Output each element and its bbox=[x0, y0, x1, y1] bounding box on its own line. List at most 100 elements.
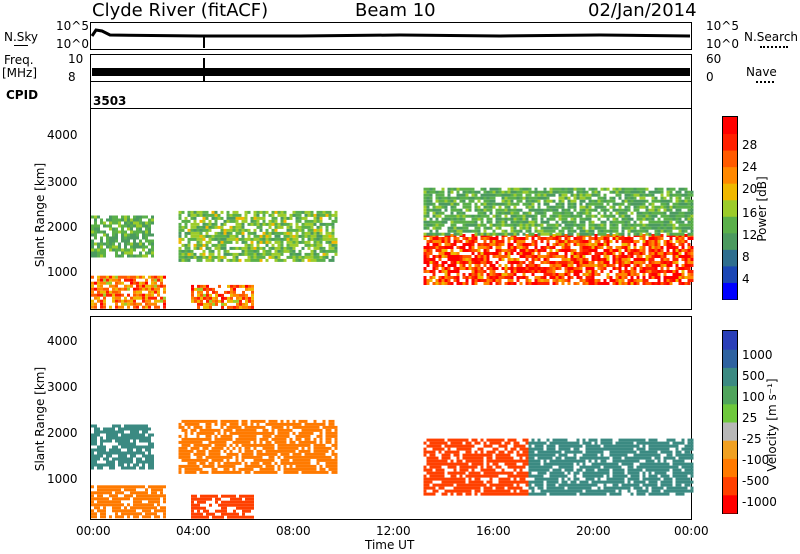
heatmap-cell bbox=[253, 431, 257, 435]
heatmap-cell bbox=[91, 251, 94, 255]
heatmap-cell bbox=[271, 231, 275, 235]
heatmap-cell bbox=[630, 223, 634, 227]
heatmap-cell bbox=[142, 233, 145, 237]
heatmap-cell bbox=[265, 449, 269, 453]
heatmap-cell bbox=[136, 275, 139, 279]
heatmap-cell bbox=[651, 237, 655, 240]
heatmap-cell bbox=[127, 236, 130, 240]
heatmap-cell bbox=[597, 229, 601, 233]
heatmap-cell bbox=[534, 211, 538, 215]
heatmap-cell bbox=[456, 276, 460, 279]
heatmap-cell bbox=[441, 492, 445, 496]
heatmap-cell bbox=[118, 457, 121, 461]
heatmap-cell bbox=[221, 296, 224, 300]
heatmap-cell bbox=[109, 433, 112, 437]
heatmap-cell bbox=[528, 270, 532, 273]
heatmap-cell bbox=[438, 258, 442, 261]
heatmap-cell bbox=[112, 236, 115, 240]
heatmap-cell bbox=[675, 205, 679, 209]
heatmap-cell bbox=[675, 258, 679, 261]
heatmap-cell bbox=[639, 249, 643, 252]
heatmap-cell bbox=[492, 252, 496, 255]
heatmap-cell bbox=[325, 228, 329, 232]
heatmap-cell bbox=[229, 240, 233, 244]
heatmap-cell bbox=[307, 213, 311, 217]
heatmap-cell bbox=[438, 240, 442, 243]
heatmap-cell bbox=[453, 276, 457, 279]
heatmap-cell bbox=[630, 217, 634, 221]
heatmap-cell bbox=[483, 246, 487, 249]
heatmap-cell bbox=[103, 457, 106, 461]
heatmap-cell bbox=[672, 258, 676, 261]
heatmap-cell bbox=[660, 223, 664, 227]
heatmap-cell bbox=[663, 202, 667, 206]
heatmap-cell bbox=[654, 229, 658, 233]
heatmap-cell bbox=[197, 506, 200, 510]
heatmap-cell bbox=[265, 252, 269, 256]
heatmap-cell bbox=[633, 240, 637, 243]
heatmap-cell bbox=[224, 302, 227, 306]
heatmap-cell bbox=[450, 190, 454, 194]
heatmap-cell bbox=[245, 497, 248, 501]
heatmap-cell bbox=[513, 187, 517, 191]
heatmap-cell bbox=[453, 438, 457, 442]
heatmap-cell bbox=[480, 187, 484, 191]
heatmap-cell bbox=[262, 431, 266, 435]
heatmap-cell bbox=[492, 279, 496, 282]
heatmap-cell bbox=[570, 205, 574, 209]
heatmap-cell bbox=[681, 226, 685, 230]
heatmap-cell bbox=[531, 237, 535, 240]
heatmap-cell bbox=[447, 246, 451, 249]
heatmap-cell bbox=[259, 440, 263, 444]
heatmap-cell bbox=[94, 242, 97, 246]
heatmap-cell bbox=[145, 239, 148, 243]
heatmap-cell bbox=[657, 217, 661, 221]
heatmap-cell bbox=[471, 258, 475, 261]
heatmap-cell bbox=[212, 494, 215, 498]
heatmap-cell bbox=[456, 246, 460, 249]
heatmap-cell bbox=[265, 464, 269, 468]
heatmap-cell bbox=[178, 213, 182, 217]
heatmap-cell bbox=[118, 500, 121, 504]
heatmap-cell bbox=[205, 425, 209, 429]
heatmap-cell bbox=[328, 437, 332, 441]
heatmap-cell bbox=[519, 255, 523, 258]
heatmap-cell bbox=[555, 279, 559, 282]
heatmap-cell bbox=[558, 229, 562, 233]
heatmap-cell bbox=[450, 483, 454, 487]
heatmap-cell bbox=[513, 240, 517, 243]
heatmap-cell bbox=[639, 205, 643, 209]
heatmap-cell bbox=[429, 441, 433, 445]
heatmap-cell bbox=[423, 450, 427, 454]
heatmap-cell bbox=[600, 220, 604, 224]
heatmap-cell bbox=[250, 437, 254, 441]
heatmap-cell bbox=[292, 455, 296, 459]
heatmap-cell bbox=[205, 225, 209, 229]
heatmap-cell bbox=[576, 240, 580, 243]
heatmap-cell bbox=[334, 464, 338, 468]
heatmap-cell bbox=[561, 258, 565, 261]
heatmap-cell bbox=[233, 509, 236, 513]
heatmap-cell bbox=[196, 225, 200, 229]
heatmap-cell bbox=[582, 237, 586, 240]
heatmap-cell bbox=[244, 219, 248, 223]
heatmap-cell bbox=[238, 225, 242, 229]
heatmap-cell bbox=[289, 461, 293, 465]
heatmap-cell bbox=[242, 296, 245, 300]
heatmap-cell bbox=[115, 503, 118, 507]
heatmap-cell bbox=[537, 258, 541, 261]
heatmap-cell bbox=[516, 229, 520, 233]
heatmap-cell bbox=[106, 460, 109, 464]
heatmap-cell bbox=[672, 187, 676, 191]
heatmap-cell bbox=[561, 226, 565, 230]
heatmap-cell bbox=[221, 503, 224, 507]
heatmap-cell bbox=[100, 251, 103, 255]
heatmap-cell bbox=[633, 273, 637, 276]
heatmap-cell bbox=[154, 500, 157, 504]
heatmap-cell bbox=[471, 220, 475, 224]
heatmap-cell bbox=[588, 202, 592, 206]
heatmap-cell bbox=[262, 222, 266, 226]
heatmap-cell bbox=[91, 299, 94, 303]
heatmap-cell bbox=[600, 205, 604, 209]
heatmap-cell bbox=[525, 229, 529, 233]
